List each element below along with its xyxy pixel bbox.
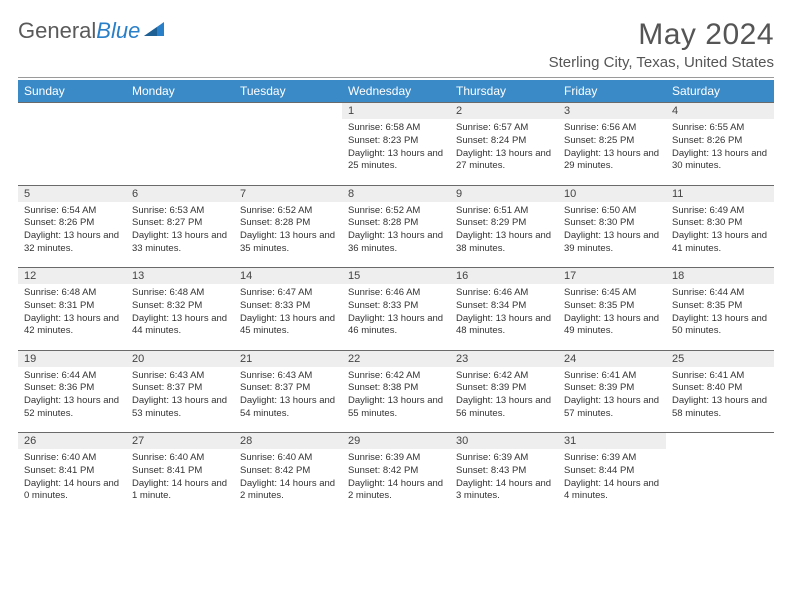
day-header: Thursday	[450, 80, 558, 103]
month-title: May 2024	[549, 18, 774, 52]
day-detail-cell: Sunrise: 6:42 AMSunset: 8:39 PMDaylight:…	[450, 367, 558, 433]
day-detail-cell: Sunrise: 6:48 AMSunset: 8:32 PMDaylight:…	[126, 284, 234, 350]
day-detail-cell: Sunrise: 6:39 AMSunset: 8:42 PMDaylight:…	[342, 449, 450, 515]
day-detail-cell	[234, 119, 342, 185]
day-detail-row: Sunrise: 6:44 AMSunset: 8:36 PMDaylight:…	[18, 367, 774, 433]
day-number-row: 262728293031	[18, 433, 774, 450]
day-detail-cell: Sunrise: 6:40 AMSunset: 8:42 PMDaylight:…	[234, 449, 342, 515]
day-header-row: SundayMondayTuesdayWednesdayThursdayFrid…	[18, 80, 774, 103]
day-detail-row: Sunrise: 6:40 AMSunset: 8:41 PMDaylight:…	[18, 449, 774, 515]
logo-general: General	[18, 18, 96, 43]
day-number-cell: 15	[342, 268, 450, 285]
day-number-cell: 16	[450, 268, 558, 285]
day-header: Wednesday	[342, 80, 450, 103]
day-header: Friday	[558, 80, 666, 103]
day-detail-cell	[18, 119, 126, 185]
day-detail-row: Sunrise: 6:48 AMSunset: 8:31 PMDaylight:…	[18, 284, 774, 350]
day-number-cell: 13	[126, 268, 234, 285]
day-number-cell: 11	[666, 185, 774, 202]
day-number-cell: 31	[558, 433, 666, 450]
day-header: Saturday	[666, 80, 774, 103]
day-detail-cell: Sunrise: 6:49 AMSunset: 8:30 PMDaylight:…	[666, 202, 774, 268]
day-number-cell: 2	[450, 103, 558, 120]
day-detail-cell: Sunrise: 6:39 AMSunset: 8:44 PMDaylight:…	[558, 449, 666, 515]
logo: GeneralBlue	[18, 18, 166, 44]
day-number-cell	[234, 103, 342, 120]
day-detail-cell: Sunrise: 6:43 AMSunset: 8:37 PMDaylight:…	[234, 367, 342, 433]
day-detail-cell: Sunrise: 6:58 AMSunset: 8:23 PMDaylight:…	[342, 119, 450, 185]
logo-text: GeneralBlue	[18, 18, 140, 44]
day-number-cell: 9	[450, 185, 558, 202]
day-detail-cell: Sunrise: 6:51 AMSunset: 8:29 PMDaylight:…	[450, 202, 558, 268]
day-detail-cell: Sunrise: 6:48 AMSunset: 8:31 PMDaylight:…	[18, 284, 126, 350]
logo-triangle-icon	[144, 20, 166, 43]
day-number-row: 19202122232425	[18, 350, 774, 367]
day-number-cell: 4	[666, 103, 774, 120]
day-detail-cell: Sunrise: 6:41 AMSunset: 8:40 PMDaylight:…	[666, 367, 774, 433]
day-detail-cell: Sunrise: 6:52 AMSunset: 8:28 PMDaylight:…	[342, 202, 450, 268]
day-number-cell: 17	[558, 268, 666, 285]
logo-blue: Blue	[96, 18, 140, 43]
day-detail-cell: Sunrise: 6:43 AMSunset: 8:37 PMDaylight:…	[126, 367, 234, 433]
day-detail-cell: Sunrise: 6:56 AMSunset: 8:25 PMDaylight:…	[558, 119, 666, 185]
day-detail-cell: Sunrise: 6:40 AMSunset: 8:41 PMDaylight:…	[18, 449, 126, 515]
day-detail-cell: Sunrise: 6:54 AMSunset: 8:26 PMDaylight:…	[18, 202, 126, 268]
day-detail-cell: Sunrise: 6:41 AMSunset: 8:39 PMDaylight:…	[558, 367, 666, 433]
day-detail-cell: Sunrise: 6:55 AMSunset: 8:26 PMDaylight:…	[666, 119, 774, 185]
day-header: Tuesday	[234, 80, 342, 103]
day-number-row: 1234	[18, 103, 774, 120]
day-number-cell: 10	[558, 185, 666, 202]
calendar-table: SundayMondayTuesdayWednesdayThursdayFrid…	[18, 80, 774, 515]
day-number-cell: 24	[558, 350, 666, 367]
day-number-cell: 8	[342, 185, 450, 202]
day-header: Sunday	[18, 80, 126, 103]
day-number-cell	[126, 103, 234, 120]
day-detail-cell: Sunrise: 6:44 AMSunset: 8:36 PMDaylight:…	[18, 367, 126, 433]
day-number-cell: 29	[342, 433, 450, 450]
title-block: May 2024 Sterling City, Texas, United St…	[549, 18, 774, 71]
day-number-cell: 25	[666, 350, 774, 367]
day-detail-cell	[666, 449, 774, 515]
day-detail-cell: Sunrise: 6:40 AMSunset: 8:41 PMDaylight:…	[126, 449, 234, 515]
day-detail-cell: Sunrise: 6:44 AMSunset: 8:35 PMDaylight:…	[666, 284, 774, 350]
day-number-row: 567891011	[18, 185, 774, 202]
day-detail-cell: Sunrise: 6:52 AMSunset: 8:28 PMDaylight:…	[234, 202, 342, 268]
day-detail-row: Sunrise: 6:58 AMSunset: 8:23 PMDaylight:…	[18, 119, 774, 185]
day-number-cell: 27	[126, 433, 234, 450]
day-number-cell: 1	[342, 103, 450, 120]
day-detail-cell	[126, 119, 234, 185]
day-detail-cell: Sunrise: 6:46 AMSunset: 8:33 PMDaylight:…	[342, 284, 450, 350]
day-detail-cell: Sunrise: 6:39 AMSunset: 8:43 PMDaylight:…	[450, 449, 558, 515]
day-number-cell	[666, 433, 774, 450]
day-number-cell: 23	[450, 350, 558, 367]
day-number-cell: 7	[234, 185, 342, 202]
top-divider	[18, 77, 774, 78]
day-number-cell: 18	[666, 268, 774, 285]
day-number-cell: 26	[18, 433, 126, 450]
day-number-cell: 19	[18, 350, 126, 367]
day-number-cell: 5	[18, 185, 126, 202]
day-number-row: 12131415161718	[18, 268, 774, 285]
day-header: Monday	[126, 80, 234, 103]
day-detail-cell: Sunrise: 6:53 AMSunset: 8:27 PMDaylight:…	[126, 202, 234, 268]
day-number-cell: 20	[126, 350, 234, 367]
day-number-cell: 28	[234, 433, 342, 450]
day-number-cell: 6	[126, 185, 234, 202]
day-number-cell: 12	[18, 268, 126, 285]
day-detail-cell: Sunrise: 6:42 AMSunset: 8:38 PMDaylight:…	[342, 367, 450, 433]
day-number-cell: 21	[234, 350, 342, 367]
day-detail-row: Sunrise: 6:54 AMSunset: 8:26 PMDaylight:…	[18, 202, 774, 268]
day-number-cell	[18, 103, 126, 120]
day-number-cell: 30	[450, 433, 558, 450]
day-number-cell: 3	[558, 103, 666, 120]
day-detail-cell: Sunrise: 6:50 AMSunset: 8:30 PMDaylight:…	[558, 202, 666, 268]
day-detail-cell: Sunrise: 6:46 AMSunset: 8:34 PMDaylight:…	[450, 284, 558, 350]
day-number-cell: 14	[234, 268, 342, 285]
day-detail-cell: Sunrise: 6:45 AMSunset: 8:35 PMDaylight:…	[558, 284, 666, 350]
day-detail-cell: Sunrise: 6:57 AMSunset: 8:24 PMDaylight:…	[450, 119, 558, 185]
header: GeneralBlue May 2024 Sterling City, Texa…	[18, 18, 774, 71]
day-number-cell: 22	[342, 350, 450, 367]
location: Sterling City, Texas, United States	[549, 54, 774, 71]
day-detail-cell: Sunrise: 6:47 AMSunset: 8:33 PMDaylight:…	[234, 284, 342, 350]
